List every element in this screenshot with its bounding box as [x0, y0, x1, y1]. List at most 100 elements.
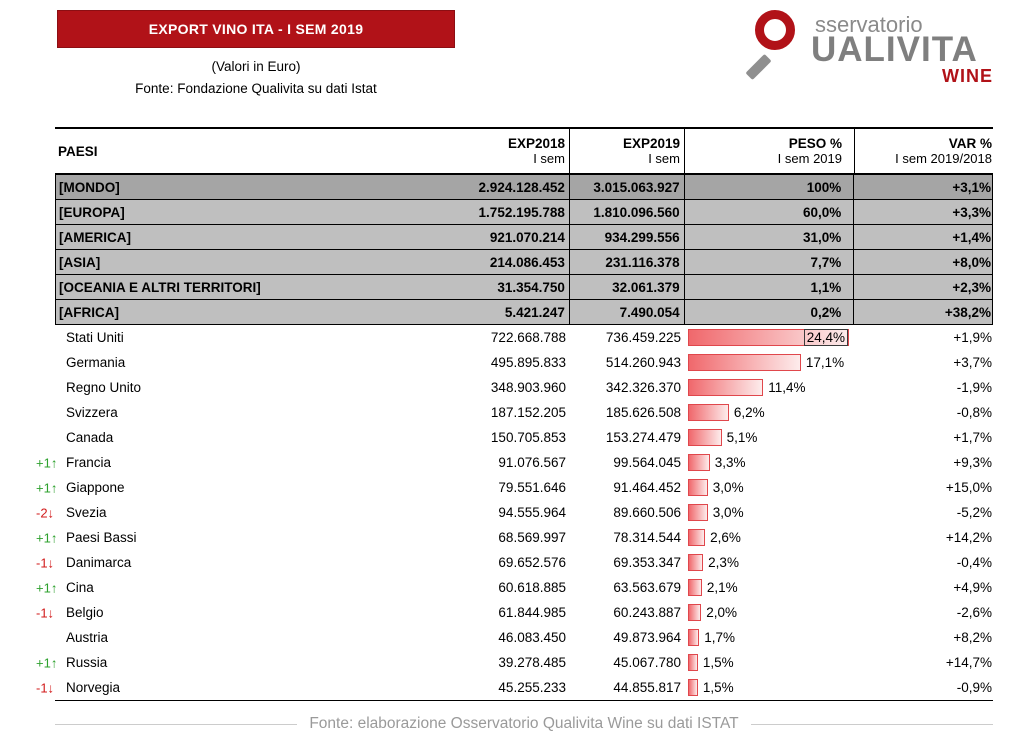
country-rows: Stati Uniti 722.668.788 736.459.225 24,4% +1… — [36, 325, 993, 700]
country-name-cell: Belgio — [55, 600, 400, 625]
country-name-cell: Canada — [55, 425, 400, 450]
peso-bar — [688, 679, 698, 696]
peso-bar-cell: 3,0% — [685, 475, 855, 500]
exp2018-value: 348.903.960 — [490, 380, 566, 395]
country-name-cell: Germania — [55, 350, 400, 375]
var-value: -0,4% — [956, 555, 992, 570]
peso-value: 1,1% — [685, 275, 855, 299]
peso-label: 1,5% — [702, 655, 734, 670]
peso-label: 1,5% — [702, 680, 734, 695]
region-name: [MONDO] — [59, 179, 120, 195]
exp2019-value: 91.464.452 — [613, 480, 681, 495]
peso-value: 0,2% — [685, 300, 855, 324]
exp2018-value: 46.083.450 — [498, 630, 566, 645]
peso-bar — [688, 529, 706, 546]
rank-change-up-indicator: +1↑ — [36, 580, 58, 595]
country-name: Norvegia — [66, 680, 121, 695]
aggregate-row: [OCEANIA E ALTRI TERRITORI] 31.354.750 32.… — [55, 275, 993, 300]
exp2018-value: 722.668.788 — [490, 330, 566, 345]
peso-value: 60,0% — [685, 200, 855, 224]
exp2018-value: 45.255.233 — [498, 680, 566, 695]
exp2019-value: 89.660.506 — [613, 505, 681, 520]
rank-change-down-indicator: -1↓ — [36, 555, 55, 570]
country-name-cell: Austria — [55, 625, 400, 650]
peso-bar — [688, 554, 704, 571]
country-name: Stati Uniti — [66, 330, 124, 345]
exp2018-value: 79.551.646 — [498, 480, 566, 495]
aggregate-row: [EUROPA] 1.752.195.788 1.810.096.560 60,0% +… — [55, 200, 993, 225]
exp2019-value: 69.353.347 — [613, 555, 681, 570]
country-row: +1↑ Giappone 79.551.646 91.464.452 3,0% +15,0… — [36, 475, 993, 500]
report-subtitle: (Valori in Euro) — [211, 59, 301, 74]
logo-qualivita-text: UALIVITA — [811, 30, 978, 69]
peso-label: 3,0% — [712, 480, 744, 495]
region-name: [AMERICA] — [59, 229, 131, 245]
exp2018-value: 214.086.453 — [400, 250, 570, 274]
exp2018-value: 91.076.567 — [498, 455, 566, 470]
qualivita-logo: sservatorio UALIVITA WINE — [745, 4, 1003, 90]
peso-bar-cell: 24,4% — [685, 325, 855, 350]
export-table: PAESI EXP2018 I sem EXP2019 I sem PESO %… — [36, 127, 993, 701]
country-name: Austria — [66, 630, 109, 645]
peso-bar-cell: 1,5% — [685, 675, 855, 700]
exp2019-value: 99.564.045 — [613, 455, 681, 470]
peso-bar-cell: 1,7% — [685, 625, 855, 650]
exp2018-value: 39.278.485 — [498, 655, 566, 670]
rank-change-up-indicator: +1↑ — [36, 655, 58, 670]
peso-label: 2,0% — [706, 605, 737, 620]
country-name: Francia — [66, 455, 112, 470]
rank-change-up-indicator: +1↑ — [36, 530, 58, 545]
peso-value: 7,7% — [685, 250, 855, 274]
var-value: +3,3% — [952, 204, 992, 220]
exp2019-value: 3.015.063.927 — [570, 175, 685, 199]
country-name-cell: Russia — [55, 650, 400, 675]
footer-rule-right — [750, 723, 993, 725]
country-name-cell: Danimarca — [55, 550, 400, 575]
peso-bar — [688, 404, 729, 421]
exp2019-value: 60.243.887 — [613, 605, 681, 620]
aggregate-row: [AMERICA] 921.070.214 934.299.556 31,0% +1,4… — [55, 225, 993, 250]
country-name: Svizzera — [66, 405, 118, 420]
rank-change-down-indicator: -2↓ — [36, 505, 55, 520]
rank-change-down-indicator: -1↓ — [36, 605, 55, 620]
country-row: -2↓ Svezia 94.555.964 89.660.506 3,0% -5,2% — [36, 500, 993, 525]
aggregate-rows: [MONDO] 2.924.128.452 3.015.063.927 100% +3,… — [55, 175, 993, 325]
var-value: -2,6% — [956, 605, 992, 620]
peso-bar-cell: 5,1% — [685, 425, 855, 450]
country-name-cell: Norvegia — [55, 675, 400, 700]
magnifier-handle-icon — [745, 53, 772, 81]
var-value: +14,2% — [945, 530, 992, 545]
peso-bar — [688, 604, 702, 621]
country-row: +1↑ Russia 39.278.485 45.067.780 1,5% +14,7% — [36, 650, 993, 675]
report-title: EXPORT VINO ITA - I SEM 2019 — [148, 21, 364, 37]
exp2019-value: 231.116.378 — [570, 250, 685, 274]
rank-change-down-indicator: -1↓ — [36, 680, 55, 695]
aggregate-row: [ASIA] 214.086.453 231.116.378 7,7% +8,0% — [55, 250, 993, 275]
header-exp2018-label: EXP2018 — [507, 136, 565, 151]
peso-bar: 24,4% — [688, 329, 850, 346]
exp2018-value: 2.924.128.452 — [400, 175, 570, 199]
country-row: Regno Unito 348.903.960 342.326.370 11,4% -1… — [55, 375, 993, 400]
exp2018-value: 31.354.750 — [400, 275, 570, 299]
peso-label: 2,6% — [710, 530, 741, 545]
peso-bar-cell: 1,5% — [685, 650, 855, 675]
country-row: +1↑ Cina 60.618.885 63.563.679 2,1% +4,9% — [36, 575, 993, 600]
exp2019-value: 736.459.225 — [605, 330, 681, 345]
region-name: [OCEANIA E ALTRI TERRITORI] — [59, 279, 261, 295]
exp2019-value: 514.260.943 — [605, 355, 681, 370]
var-value: +3,1% — [952, 179, 992, 195]
peso-label: 6,2% — [733, 405, 765, 420]
exp2019-value: 153.274.479 — [605, 430, 681, 445]
header-exp2018: EXP2018 I sem — [400, 129, 570, 173]
var-value: +8,0% — [952, 254, 992, 270]
rank-change-up-indicator: +1↑ — [36, 455, 58, 470]
peso-label: 24,4% — [803, 329, 849, 346]
var-value: -1,9% — [956, 380, 992, 395]
var-value: +2,3% — [952, 279, 992, 295]
peso-bar-cell: 11,4% — [685, 375, 855, 400]
peso-bar-cell: 17,1% — [685, 350, 855, 375]
var-value: +1,4% — [952, 229, 992, 245]
peso-bar — [688, 429, 722, 446]
peso-value: 100% — [685, 175, 855, 199]
peso-bar-cell: 2,1% — [685, 575, 855, 600]
